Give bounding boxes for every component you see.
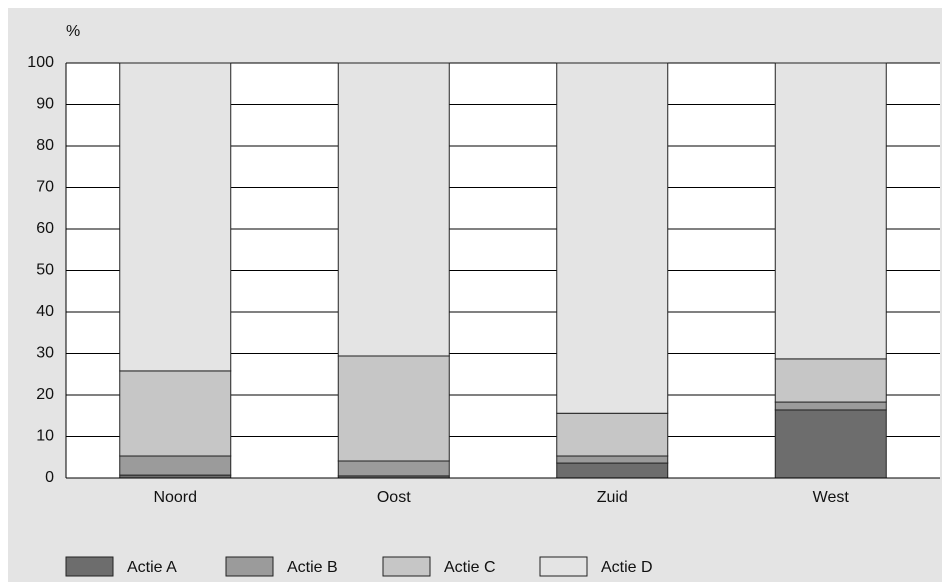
x-tick-label: Noord xyxy=(153,489,197,506)
y-axis-label: % xyxy=(66,23,80,40)
y-tick-label: 80 xyxy=(36,137,54,154)
bar-segment xyxy=(337,355,450,462)
bar-segment xyxy=(774,62,887,360)
y-tick-label: 60 xyxy=(36,220,54,237)
bar-segment xyxy=(337,460,450,477)
bar-segment xyxy=(556,462,669,479)
legend-swatch xyxy=(539,556,588,577)
y-tick-label: 30 xyxy=(36,345,54,362)
x-tick-label: West xyxy=(813,489,850,506)
y-tick-label: 90 xyxy=(36,96,54,113)
legend-label: Actie C xyxy=(444,559,496,576)
bar-segment xyxy=(774,409,887,479)
legend-swatch xyxy=(225,556,274,577)
y-tick-label: 10 xyxy=(36,428,54,445)
legend-swatch xyxy=(65,556,114,577)
bar-segment xyxy=(774,358,887,403)
legend-swatch xyxy=(382,556,431,577)
legend-label: Actie D xyxy=(601,559,653,576)
y-tick-label: 40 xyxy=(36,303,54,320)
legend-label: Actie B xyxy=(287,559,338,576)
bar-segment xyxy=(556,62,669,414)
bar-segment xyxy=(119,455,232,476)
bar-segment xyxy=(119,370,232,457)
y-tick-label: 0 xyxy=(45,469,54,486)
legend-label: Actie A xyxy=(127,559,177,576)
bar-segment xyxy=(774,401,887,411)
bar-segment xyxy=(556,412,669,457)
x-tick-label: Zuid xyxy=(597,489,628,506)
y-tick-label: 100 xyxy=(27,54,54,71)
bar-segment xyxy=(556,455,669,464)
x-tick-label: Oost xyxy=(377,489,411,506)
bar-segment xyxy=(119,62,232,372)
y-tick-label: 70 xyxy=(36,179,54,196)
y-tick-label: 50 xyxy=(36,262,54,279)
y-tick-label: 20 xyxy=(36,386,54,403)
bar-segment xyxy=(337,62,450,357)
